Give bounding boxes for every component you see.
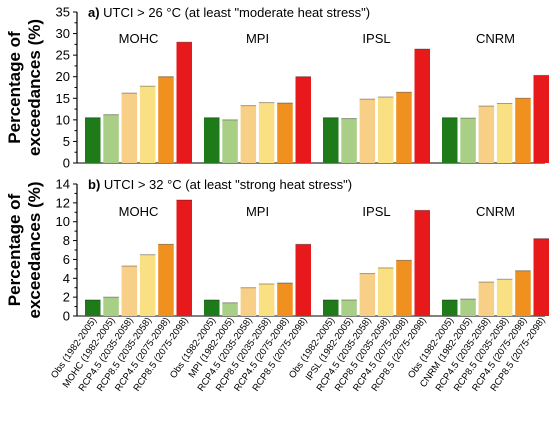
bar (533, 75, 549, 163)
bar (515, 98, 531, 163)
bar (139, 86, 156, 163)
bar (478, 106, 495, 163)
bar (377, 267, 394, 316)
y-tick-label: 30 (56, 26, 70, 41)
bar (158, 244, 174, 316)
bar (139, 254, 156, 316)
panel-title-2: b) UTCI > 32 °C (at least "strong heat s… (88, 177, 352, 192)
bar (478, 282, 495, 316)
y-tick-label: 6 (63, 252, 70, 267)
model-label: CNRM (476, 31, 515, 46)
y-axis-label-line2: exceedances (%) (25, 19, 44, 156)
bar (204, 117, 220, 163)
bar (204, 299, 220, 316)
y-tick-label: 14 (56, 177, 70, 192)
y-tick-label: 10 (56, 214, 70, 229)
bar (442, 299, 458, 316)
bar (176, 200, 192, 316)
bar (323, 117, 339, 163)
bar (240, 105, 257, 163)
bar (460, 299, 476, 316)
model-label: MPI (246, 31, 269, 46)
model-label: IPSL (362, 31, 390, 46)
y-tick-label: 5 (63, 134, 70, 149)
bar (442, 117, 458, 163)
bar (533, 238, 549, 316)
panel-title-1: a) UTCI > 26 °C (at least "moderate heat… (88, 5, 370, 20)
bar (515, 270, 531, 316)
bar (85, 299, 101, 316)
y-tick-label: 15 (56, 91, 70, 106)
bar (414, 49, 430, 163)
model-label: MPI (246, 204, 269, 219)
bar (277, 283, 293, 316)
bar (277, 103, 293, 163)
model-label: CNRM (476, 204, 515, 219)
bar (240, 287, 257, 316)
bar (258, 283, 275, 316)
bar (121, 93, 138, 163)
bar (396, 92, 412, 163)
bar (85, 117, 101, 163)
bar (496, 103, 513, 163)
bar (158, 76, 174, 163)
y-tick-label: 2 (63, 290, 70, 305)
y-tick-label: 25 (56, 48, 70, 63)
y-tick-label: 20 (56, 69, 70, 84)
bar (176, 42, 192, 164)
bar (359, 273, 376, 316)
y-tick-label: 8 (63, 233, 70, 248)
bar (222, 119, 238, 163)
y-tick-label: 35 (56, 5, 70, 20)
y-tick-label: 0 (63, 156, 70, 171)
bar (103, 114, 119, 163)
bar (103, 297, 119, 316)
bar (496, 279, 513, 316)
model-label: IPSL (362, 204, 390, 219)
panel-title-text: UTCI > 32 °C (at least "strong heat stre… (104, 177, 352, 192)
panel-title-text: UTCI > 26 °C (at least "moderate heat st… (103, 5, 370, 20)
model-label: MOHC (119, 31, 159, 46)
bar (377, 96, 394, 163)
y-axis-label-line2: exceedances (%) (25, 181, 44, 318)
panel-letter: b) (88, 177, 104, 192)
bar (295, 76, 311, 163)
y-axis-label-line1: Percentage of (5, 31, 24, 144)
y-axis-label-line1: Percentage of (5, 193, 24, 306)
bar (295, 244, 311, 316)
bar (341, 299, 357, 316)
bar (460, 118, 476, 163)
bar (414, 210, 430, 316)
bar (359, 99, 376, 163)
y-tick-label: 10 (56, 112, 70, 127)
bar (396, 260, 412, 316)
model-label: MOHC (119, 204, 159, 219)
bar (121, 266, 138, 316)
y-tick-label: 12 (56, 195, 70, 210)
y-tick-label: 4 (63, 271, 70, 286)
y-tick-label: 0 (63, 309, 70, 324)
bar (258, 102, 275, 163)
bar (341, 118, 357, 163)
panel-letter: a) (88, 5, 103, 20)
bar (222, 302, 238, 316)
bar (323, 299, 339, 316)
